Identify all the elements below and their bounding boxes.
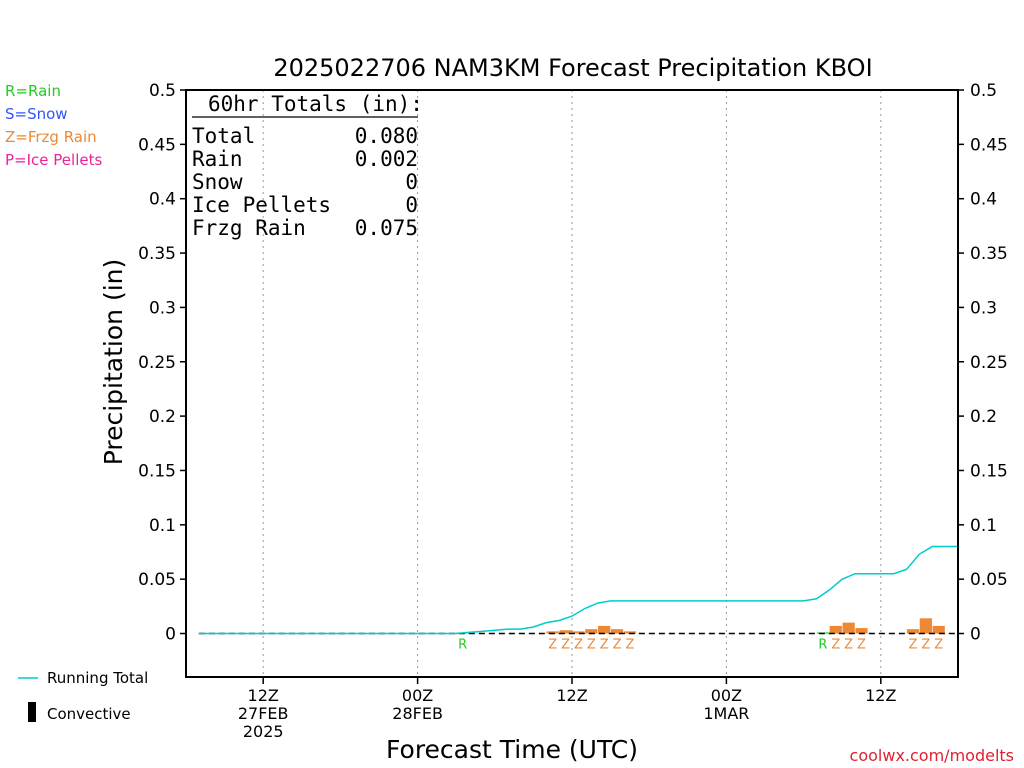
type-marker-2: Z bbox=[561, 638, 570, 653]
type-marker-13: Z bbox=[921, 638, 930, 653]
legend-swatch-convective bbox=[28, 702, 36, 722]
y-tick-label-left-8: 0.4 bbox=[149, 190, 176, 210]
x-tick-label-3-1: 1MAR bbox=[703, 704, 749, 723]
y-tick-label-right-4: 0.2 bbox=[970, 407, 997, 427]
legend-label-1: Convective bbox=[47, 705, 131, 723]
precip-bar-11 bbox=[855, 628, 868, 634]
y-axis-right: 0 0.05 0.1 0.15 0.2 0.25 0.3 0.35 0.4 0.45 0.5 bbox=[958, 81, 1008, 645]
totals-label-0: Total bbox=[192, 124, 255, 148]
type-marker-11: Z bbox=[857, 638, 866, 653]
y-tick-label-left-7: 0.35 bbox=[138, 244, 176, 264]
chart-title: 2025022706 NAM3KM Forecast Precipitation… bbox=[273, 54, 872, 82]
y-tick-label-left-5: 0.25 bbox=[138, 353, 176, 373]
totals-box: 60hr Totals (in): Total 0.080 Rain 0.002 Sno… bbox=[192, 92, 423, 240]
y-tick-label-left-4: 0.2 bbox=[149, 407, 176, 427]
type-legend-Z: Z=Frzg Rain bbox=[5, 128, 97, 146]
type-marker-4: Z bbox=[587, 638, 596, 653]
y-axis-label: Precipitation (in) bbox=[99, 259, 128, 466]
totals-label-4: Frzg Rain bbox=[192, 216, 306, 240]
precip-bar-4 bbox=[585, 629, 598, 634]
y-tick-label-right-7: 0.35 bbox=[970, 244, 1008, 264]
precip-bar-3 bbox=[572, 631, 585, 634]
x-tick-label-0-2: 2025 bbox=[243, 722, 284, 741]
precip-bar-2 bbox=[559, 630, 572, 634]
x-tick-label-0-0: 12Z bbox=[248, 686, 279, 705]
precip-bars bbox=[456, 618, 945, 634]
totals-value-0: 0.080 bbox=[355, 124, 418, 148]
type-marker-3: Z bbox=[574, 638, 583, 653]
totals-value-3: 0 bbox=[405, 193, 418, 217]
y-tick-label-left-0: 0 bbox=[165, 625, 176, 645]
series-legend: Running Total Convective bbox=[18, 669, 148, 723]
y-tick-label-right-10: 0.5 bbox=[970, 81, 997, 101]
y-tick-label-left-6: 0.3 bbox=[149, 298, 176, 318]
totals-value-4: 0.075 bbox=[355, 216, 418, 240]
type-marker-9: Z bbox=[831, 638, 840, 653]
type-marker-14: Z bbox=[934, 638, 943, 653]
precip-bar-6 bbox=[610, 629, 624, 634]
y-tick-label-right-2: 0.1 bbox=[970, 516, 997, 536]
totals-heading: 60hr Totals (in): bbox=[208, 92, 423, 116]
x-axis-label: Forecast Time (UTC) bbox=[386, 735, 638, 764]
running-total-line bbox=[198, 545, 958, 635]
precip-bar-9 bbox=[829, 625, 842, 634]
type-marker-0: R bbox=[458, 638, 467, 653]
precip-bar-7 bbox=[623, 631, 637, 634]
y-tick-label-left-1: 0.05 bbox=[138, 570, 176, 590]
type-marker-12: Z bbox=[909, 638, 918, 653]
y-tick-label-left-10: 0.5 bbox=[149, 81, 176, 101]
type-legend-P: P=Ice Pellets bbox=[5, 151, 102, 169]
precip-bar-14 bbox=[932, 625, 945, 634]
precip-type-legend: R=Rain S=Snow Z=Frzg Rain P=Ice Pellets bbox=[5, 82, 102, 169]
x-tick-label-4-0: 12Z bbox=[865, 686, 896, 705]
type-marker-7: Z bbox=[625, 638, 634, 653]
type-legend-R: R=Rain bbox=[5, 82, 61, 100]
y-tick-label-right-6: 0.3 bbox=[970, 298, 997, 318]
y-tick-label-right-3: 0.15 bbox=[970, 461, 1008, 481]
y-tick-label-right-1: 0.05 bbox=[970, 570, 1008, 590]
precip-bar-12 bbox=[906, 629, 920, 634]
totals-value-1: 0.002 bbox=[355, 147, 418, 171]
credit-text: coolwx.com/modelts bbox=[850, 746, 1014, 765]
type-marker-1: Z bbox=[548, 638, 557, 653]
type-marker-5: Z bbox=[600, 638, 609, 653]
legend-label-0: Running Total bbox=[47, 669, 148, 687]
x-tick-label-1-1: 28FEB bbox=[392, 704, 443, 723]
y-tick-label-right-0: 0 bbox=[970, 625, 981, 645]
y-tick-label-right-8: 0.4 bbox=[970, 190, 997, 210]
y-tick-label-right-9: 0.45 bbox=[970, 135, 1008, 155]
precip-bar-1 bbox=[546, 631, 559, 634]
totals-label-1: Rain bbox=[192, 147, 243, 171]
type-marker-8: R bbox=[818, 638, 827, 653]
x-tick-label-2-0: 12Z bbox=[556, 686, 587, 705]
precip-bar-10 bbox=[842, 622, 855, 634]
totals-label-2: Snow bbox=[192, 170, 243, 194]
totals-value-2: 0 bbox=[405, 170, 418, 194]
type-marker-10: Z bbox=[844, 638, 853, 653]
y-tick-label-left-2: 0.1 bbox=[149, 516, 176, 536]
y-axis-left: 0 0.05 0.1 0.15 0.2 0.25 0.3 0.35 0.4 0.45 0.5 bbox=[138, 81, 186, 645]
y-tick-label-right-5: 0.25 bbox=[970, 353, 1008, 373]
y-tick-label-left-9: 0.45 bbox=[138, 135, 176, 155]
x-tick-label-0-1: 27FEB bbox=[238, 704, 289, 723]
grid-lines bbox=[262, 90, 882, 677]
x-tick-label-3-0: 00Z bbox=[711, 686, 742, 705]
y-tick-label-left-3: 0.15 bbox=[138, 461, 176, 481]
x-tick-label-1-0: 00Z bbox=[402, 686, 433, 705]
type-marker-6: Z bbox=[613, 638, 622, 653]
precip-bar-5 bbox=[598, 625, 611, 634]
type-legend-S: S=Snow bbox=[5, 105, 68, 123]
precip-bar-13 bbox=[919, 618, 932, 634]
totals-label-3: Ice Pellets bbox=[192, 193, 331, 217]
